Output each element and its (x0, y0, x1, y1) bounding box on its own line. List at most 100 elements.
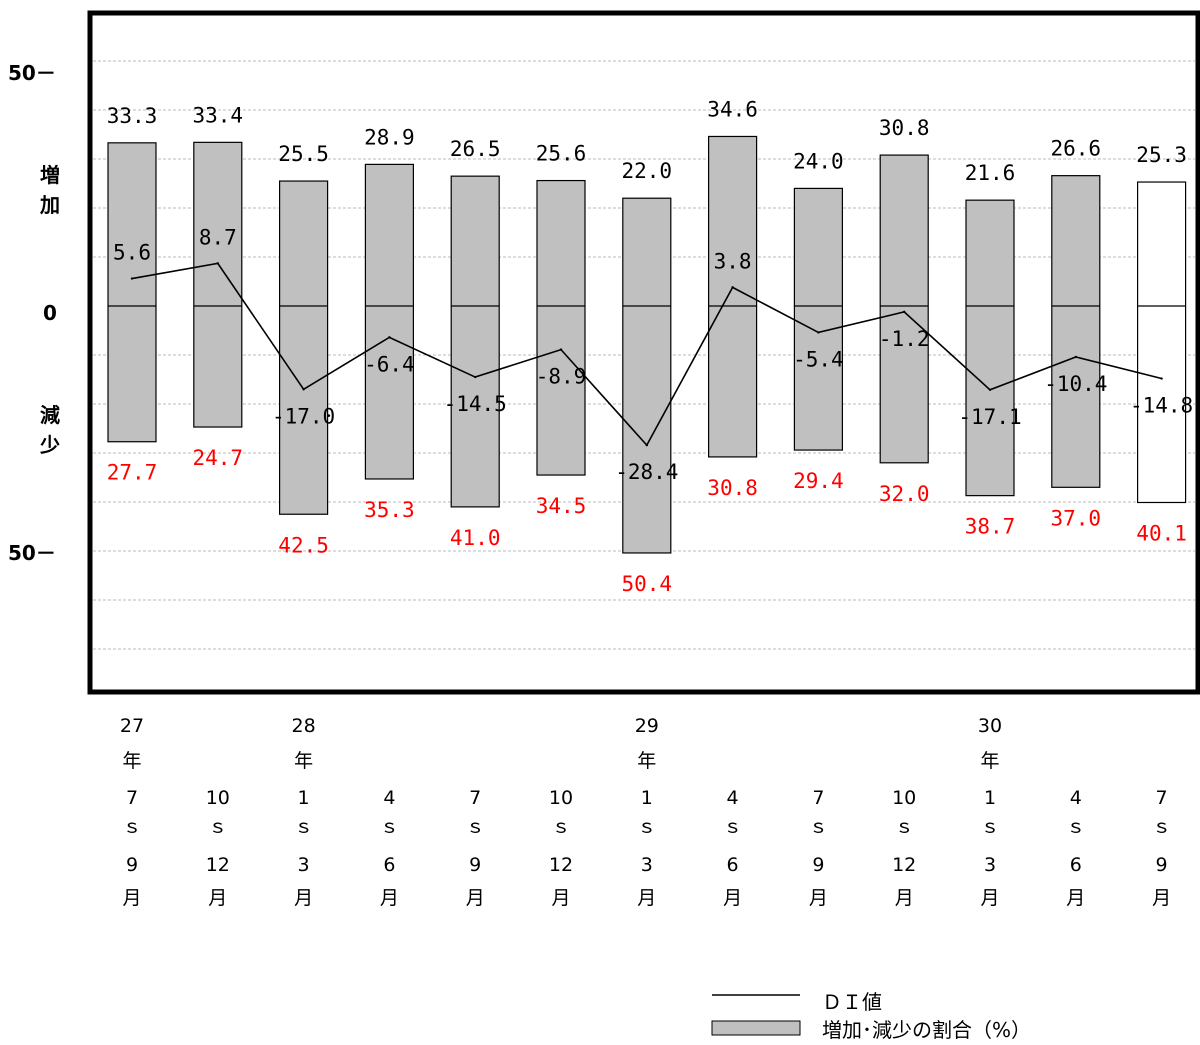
legend: ＤＩ値 増加･減少の割合（%） (711, 990, 1031, 1042)
increase-label: 21.6 (965, 161, 1016, 185)
bar (536, 179, 586, 476)
di-line-group (130, 262, 1163, 447)
x-month-unit: 月 (1066, 887, 1085, 909)
y-tick-label: 50－ (8, 541, 56, 565)
x-month-unit: 月 (723, 887, 742, 909)
x-end-month: 3 (984, 854, 996, 876)
increase-label: 28.9 (364, 125, 415, 149)
x-end-month: 9 (812, 854, 824, 876)
bar (450, 175, 500, 508)
x-end-month: 3 (298, 854, 310, 876)
x-range-mark: ｓ (1066, 816, 1085, 838)
increase-label: 25.3 (1136, 143, 1187, 167)
increase-label: 30.8 (879, 116, 930, 140)
x-month-unit: 月 (122, 887, 141, 909)
increase-label: 24.0 (793, 149, 844, 173)
legend-bar-swatch (711, 1020, 801, 1036)
x-range-mark: ｓ (1152, 816, 1171, 838)
di-label: 3.8 (714, 249, 752, 273)
di-point (474, 375, 477, 379)
decrease-label: 24.7 (193, 446, 244, 470)
bar (279, 180, 329, 515)
bar (1051, 175, 1101, 488)
x-year-label: 27 (120, 715, 144, 737)
x-start-month: 7 (1156, 787, 1168, 809)
x-range-mark: ｓ (122, 816, 141, 838)
decrease-label: 40.1 (1136, 521, 1187, 545)
x-month-unit: 月 (809, 887, 828, 909)
di-label: -17.0 (272, 404, 335, 428)
x-start-month: 10 (892, 787, 916, 809)
di-label: -14.5 (444, 392, 507, 416)
x-end-month: 6 (383, 854, 395, 876)
y-axis: 50－ 0 50－ 増 加 減 少 (8, 61, 60, 565)
x-start-month: 7 (126, 787, 138, 809)
legend-bar-label: 増加･減少の割合（%） (822, 1018, 1031, 1042)
y-axis-lower-label: 少 (39, 433, 60, 457)
decrease-label: 41.0 (450, 526, 501, 550)
x-axis: 27 年 7 ｓ 9 月 10 ｓ 12 月 28 年 1 ｓ 3 月 4 ｓ 6 月 7 ｓ 9 月 10 ｓ 12 月 29 年 1 ｓ 3… (120, 715, 1171, 909)
di-label: -14.8 (1130, 394, 1193, 418)
x-start-month: 1 (641, 787, 653, 809)
di-label: -6.4 (364, 352, 415, 376)
x-start-month: 10 (549, 787, 573, 809)
bar (193, 141, 243, 428)
x-range-mark: ｓ (809, 816, 828, 838)
decrease-label: 29.4 (793, 469, 844, 493)
x-range-mark: ｓ (466, 816, 485, 838)
di-point (388, 336, 391, 339)
x-month-unit: 月 (551, 887, 570, 909)
decrease-label: 50.4 (622, 572, 673, 596)
x-start-month: 1 (984, 787, 996, 809)
x-start-month: 4 (1070, 787, 1082, 809)
x-year-label: 30 (978, 715, 1002, 737)
x-range-mark: ｓ (723, 816, 742, 838)
bar (965, 199, 1015, 497)
di-point (988, 388, 992, 391)
decrease-label: 38.7 (965, 515, 1016, 539)
di-label: 8.7 (199, 225, 237, 249)
bar (1136, 181, 1187, 504)
x-year-unit: 年 (980, 750, 999, 772)
di-label: -1.2 (879, 327, 930, 351)
increase-label: 25.5 (278, 142, 329, 166)
x-month-unit: 月 (466, 887, 485, 909)
increase-label: 25.6 (536, 142, 587, 166)
di-point (645, 443, 648, 447)
x-start-month: 7 (812, 787, 824, 809)
decrease-label: 37.0 (1051, 506, 1102, 530)
x-month-unit: 月 (208, 887, 227, 909)
decrease-label: 34.5 (536, 494, 587, 518)
x-start-month: 1 (298, 787, 310, 809)
di-point (903, 310, 906, 314)
bar (622, 197, 672, 554)
y-tick-label: 50－ (8, 61, 56, 85)
x-end-month: 9 (1156, 854, 1168, 876)
y-axis-upper-label: 増 (40, 163, 60, 187)
di-point (1160, 377, 1163, 380)
x-start-month: 7 (469, 787, 481, 809)
x-year-unit: 年 (294, 750, 313, 772)
x-range-mark: ｓ (980, 816, 999, 838)
x-month-unit: 月 (895, 887, 914, 909)
x-start-month: 4 (727, 787, 739, 809)
x-end-month: 12 (206, 854, 230, 876)
di-point (559, 348, 563, 351)
bars (107, 135, 1187, 554)
di-point (216, 262, 219, 265)
di-point (130, 277, 134, 280)
di-point (302, 388, 305, 391)
di-label: -5.4 (793, 347, 844, 371)
di-point (817, 331, 820, 334)
x-range-mark: ｓ (895, 816, 914, 838)
decrease-label: 27.7 (107, 461, 158, 485)
x-end-month: 6 (1070, 854, 1082, 876)
x-month-unit: 月 (294, 887, 313, 909)
increase-label: 26.5 (450, 137, 501, 161)
x-end-month: 3 (641, 854, 653, 876)
increase-label: 33.4 (193, 103, 244, 127)
x-range-mark: ｓ (380, 816, 399, 838)
x-end-month: 12 (892, 854, 916, 876)
x-range-mark: ｓ (551, 816, 570, 838)
